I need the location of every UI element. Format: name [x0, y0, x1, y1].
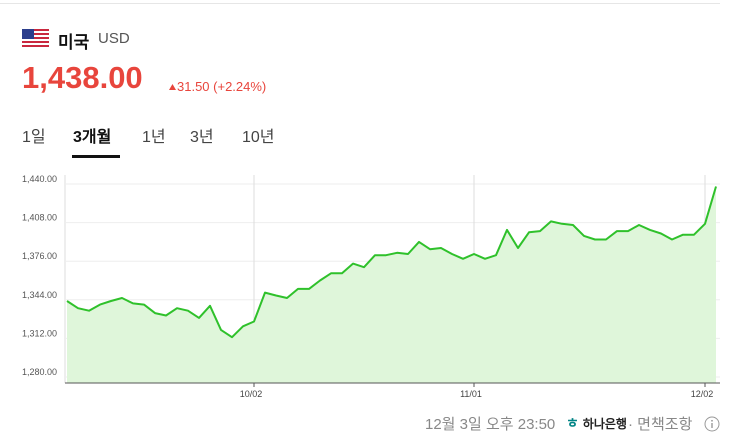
period-tab[interactable]: 3개월 [73, 129, 112, 146]
price-change: 31.50 (+2.24%) [177, 79, 267, 94]
chart: 1,280.00 1,312.00 1,344.00 1,376.00 1,408.00… [22, 174, 720, 399]
tab-underline [72, 155, 120, 158]
country: 미국 [58, 33, 90, 52]
up-arrow [169, 84, 176, 90]
disclaimer-link[interactable]: · 면책조항 [628, 416, 693, 433]
x-tick-label: 12/02 [691, 389, 714, 399]
x-tick-label: 10/02 [240, 389, 263, 399]
y-tick-label: 1,280.00 [22, 367, 57, 377]
info-icon[interactable] [704, 416, 720, 432]
y-tick-label: 1,344.00 [22, 290, 57, 300]
period-tab[interactable]: 1일 [22, 129, 46, 146]
top-border [0, 3, 720, 4]
y-tick-label: 1,408.00 [22, 213, 57, 223]
price: 1,438.00 [22, 60, 143, 95]
period-tab[interactable]: 1년 [142, 129, 166, 146]
line [66, 186, 717, 339]
currency-code: USD [98, 30, 130, 47]
disclaimer-text[interactable]: 면책조항 [637, 416, 693, 433]
bank-name: 하나은행 [582, 417, 627, 431]
bank-logo: ㅎ 하나은행 [566, 415, 627, 431]
area [67, 186, 716, 383]
y-tick-label: 1,376.00 [22, 251, 57, 261]
x-tick-label: 11/01 [460, 389, 482, 399]
update-time: 12월 3일 오후 23:50 [425, 416, 556, 433]
y-tick-label: 1,312.00 [22, 328, 57, 338]
period-tab[interactable]: 10년 [242, 129, 275, 146]
period-tab[interactable]: 3년 [190, 129, 214, 146]
y-tick-label: 1,440.00 [22, 174, 57, 184]
flag-icon [22, 29, 49, 47]
